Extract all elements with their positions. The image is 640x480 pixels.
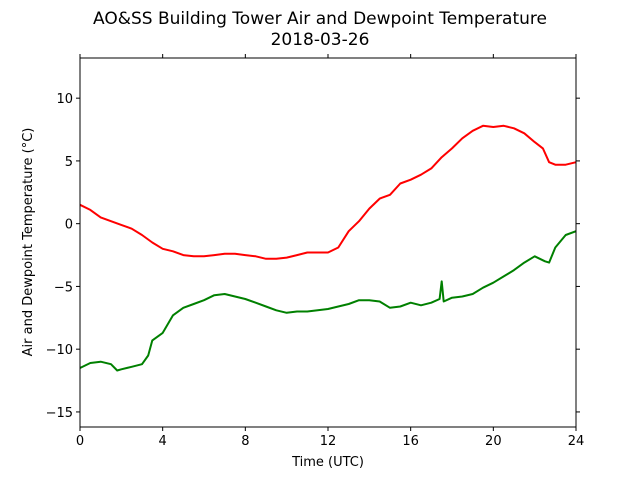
x-tick-label: 20 [485, 434, 502, 449]
x-tick-label: 12 [320, 434, 337, 449]
y-tick-label: −15 [46, 406, 73, 421]
y-tick-label: −10 [46, 343, 73, 358]
plot-frame [79, 57, 577, 428]
x-tick-label: 8 [241, 434, 249, 449]
series-layer [79, 124, 577, 372]
x-axis-label: Time (UTC) [291, 455, 364, 470]
series-line-1 [79, 230, 577, 372]
chart-subtitle: 2018-03-26 [271, 30, 370, 50]
y-tick-label: 5 [65, 155, 73, 170]
series-line-0 [79, 124, 577, 260]
x-tick-label: 4 [159, 434, 167, 449]
y-axis-label: Air and Dewpoint Temperature (°C) [21, 128, 36, 357]
x-tick-label: 16 [402, 434, 419, 449]
chart-title: AO&SS Building Tower Air and Dewpoint Te… [93, 9, 547, 29]
y-tick-label: 10 [56, 92, 73, 107]
y-tick-label: 0 [65, 218, 73, 233]
x-tick-label: 0 [76, 434, 84, 449]
x-tick-label: 24 [568, 434, 585, 449]
y-axis: −15 −10 −5 0 5 10 [46, 92, 580, 421]
x-axis: 0 4 8 12 16 20 24 [76, 54, 584, 449]
y-tick-label: −5 [54, 280, 73, 295]
